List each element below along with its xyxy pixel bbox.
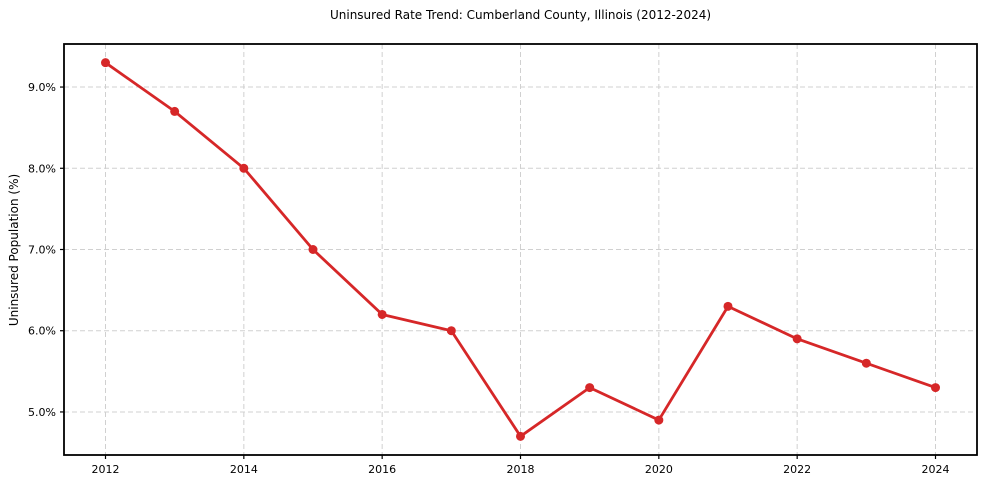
data-point xyxy=(377,309,387,319)
data-point xyxy=(723,301,733,311)
data-point xyxy=(101,58,110,68)
data-point xyxy=(308,245,318,254)
data-point xyxy=(239,163,249,173)
x-tick-label: 2022 xyxy=(783,463,811,476)
y-tick-label: 8.0% xyxy=(28,162,56,175)
data-point xyxy=(861,358,871,368)
y-tick-label: 6.0% xyxy=(28,325,56,338)
data-point xyxy=(792,334,802,344)
data-point xyxy=(654,415,664,425)
x-tick-label: 2016 xyxy=(368,463,396,476)
x-tick-label: 2024 xyxy=(922,463,950,476)
y-tick-label: 7.0% xyxy=(28,244,56,257)
y-tick-label: 5.0% xyxy=(28,406,56,419)
data-point xyxy=(585,383,595,393)
chart-title: Uninsured Rate Trend: Cumberland County,… xyxy=(329,8,712,22)
data-point xyxy=(446,326,456,336)
y-tick-label: 9.0% xyxy=(28,81,56,94)
data-point xyxy=(931,383,940,393)
x-tick-label: 2014 xyxy=(230,463,258,476)
x-tick-label: 2020 xyxy=(645,463,673,476)
data-point xyxy=(516,431,525,441)
x-tick-label: 2012 xyxy=(92,463,120,476)
data-point xyxy=(170,106,180,116)
x-tick-label: 2018 xyxy=(507,463,535,476)
axes-frame xyxy=(63,43,978,456)
